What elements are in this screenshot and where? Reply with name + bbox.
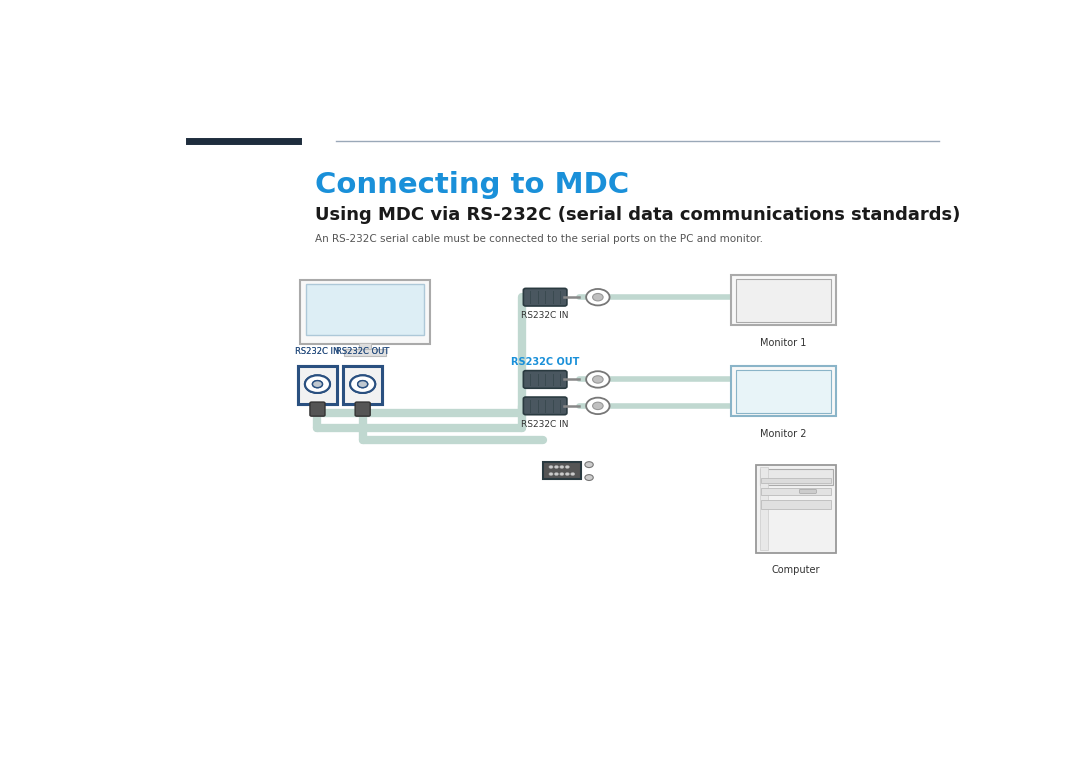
FancyBboxPatch shape <box>298 366 337 404</box>
FancyBboxPatch shape <box>300 279 430 344</box>
Text: Monitor 2: Monitor 2 <box>760 429 807 439</box>
Text: RS232C IN: RS232C IN <box>522 420 569 429</box>
FancyBboxPatch shape <box>345 349 387 356</box>
FancyBboxPatch shape <box>761 478 831 484</box>
Circle shape <box>357 381 367 388</box>
FancyBboxPatch shape <box>799 489 816 494</box>
FancyBboxPatch shape <box>298 366 337 404</box>
Circle shape <box>585 462 593 468</box>
FancyBboxPatch shape <box>524 371 567 388</box>
Circle shape <box>549 472 553 475</box>
Circle shape <box>559 465 564 468</box>
Text: An RS-232C serial cable must be connected to the serial ports on the PC and moni: An RS-232C serial cable must be connecte… <box>315 233 762 243</box>
Text: Using MDC via RS-232C (serial data communications standards): Using MDC via RS-232C (serial data commu… <box>315 206 960 224</box>
FancyBboxPatch shape <box>760 467 768 550</box>
Text: RS232C IN: RS232C IN <box>295 346 339 356</box>
FancyBboxPatch shape <box>360 343 372 350</box>
Circle shape <box>559 472 564 475</box>
Circle shape <box>586 372 609 388</box>
Circle shape <box>593 294 603 301</box>
Text: RS232C OUT: RS232C OUT <box>336 346 389 356</box>
Text: RS232C OUT: RS232C OUT <box>336 346 389 356</box>
Circle shape <box>312 381 323 388</box>
FancyBboxPatch shape <box>756 465 836 552</box>
Circle shape <box>554 465 558 468</box>
Circle shape <box>549 465 553 468</box>
Circle shape <box>565 465 569 468</box>
FancyBboxPatch shape <box>761 500 831 509</box>
Text: RS232C IN: RS232C IN <box>295 346 339 356</box>
Text: Monitor 1: Monitor 1 <box>760 338 807 348</box>
FancyBboxPatch shape <box>731 366 836 416</box>
FancyBboxPatch shape <box>343 366 382 404</box>
FancyBboxPatch shape <box>355 402 370 416</box>
Text: RS232C OUT: RS232C OUT <box>511 356 579 366</box>
FancyBboxPatch shape <box>343 366 382 404</box>
Circle shape <box>585 475 593 481</box>
Text: RS232C IN: RS232C IN <box>522 311 569 320</box>
Text: Computer: Computer <box>772 565 821 575</box>
Circle shape <box>565 472 569 475</box>
Circle shape <box>554 472 558 475</box>
Circle shape <box>305 375 330 393</box>
Circle shape <box>312 381 323 388</box>
FancyBboxPatch shape <box>760 468 833 485</box>
Circle shape <box>350 375 375 393</box>
Circle shape <box>586 289 609 305</box>
Circle shape <box>305 375 330 393</box>
FancyBboxPatch shape <box>731 275 836 325</box>
Circle shape <box>593 375 603 383</box>
FancyBboxPatch shape <box>524 397 567 414</box>
Text: Connecting to MDC: Connecting to MDC <box>315 171 629 199</box>
FancyBboxPatch shape <box>737 370 831 413</box>
Circle shape <box>350 375 375 393</box>
FancyBboxPatch shape <box>310 402 325 416</box>
Circle shape <box>586 398 609 414</box>
Circle shape <box>357 381 367 388</box>
Circle shape <box>570 472 575 475</box>
FancyBboxPatch shape <box>543 462 581 479</box>
FancyBboxPatch shape <box>737 278 831 321</box>
FancyBboxPatch shape <box>761 488 831 495</box>
FancyBboxPatch shape <box>524 288 567 306</box>
FancyBboxPatch shape <box>306 284 424 336</box>
Circle shape <box>593 402 603 410</box>
